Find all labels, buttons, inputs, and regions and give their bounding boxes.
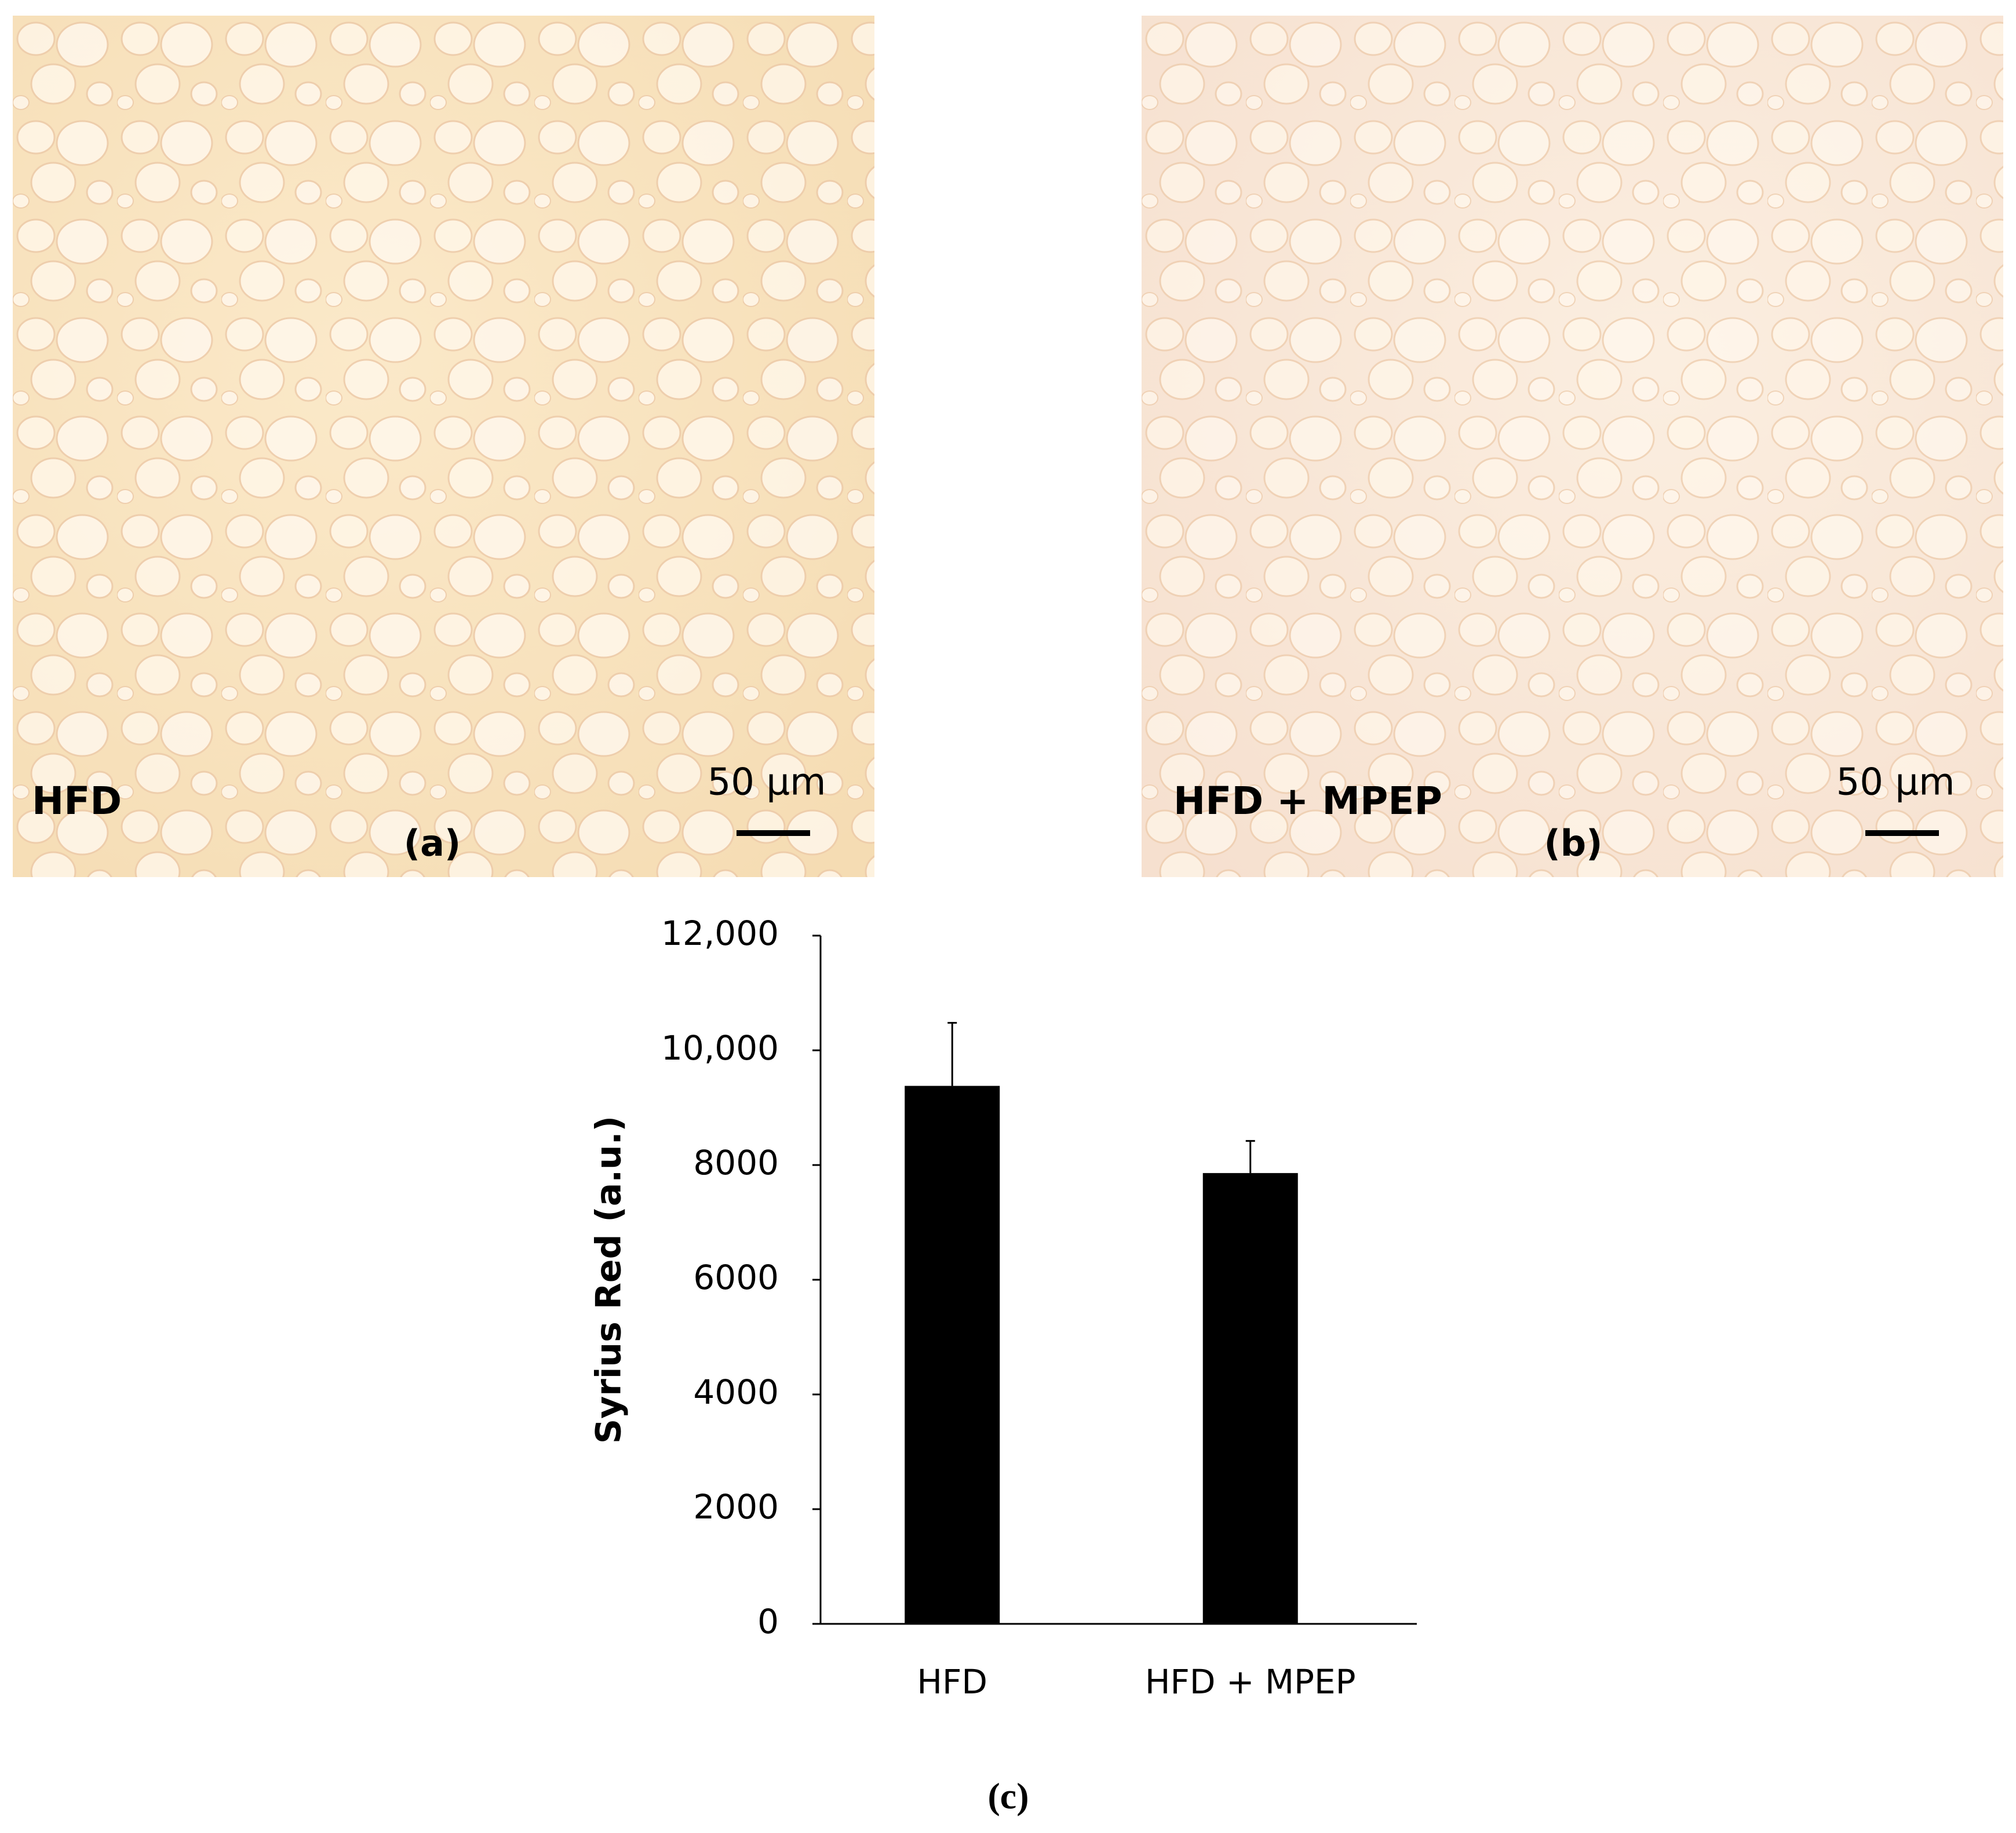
- panel-label: HFD: [32, 779, 122, 823]
- scale-label: 50 µm: [1836, 761, 1955, 804]
- y-tick-label: 4000: [693, 1372, 779, 1412]
- y-tick-label: 6000: [693, 1258, 779, 1297]
- micrograph-texture: [13, 16, 874, 877]
- y-tick-label: 12,000: [661, 914, 779, 953]
- scale-label: 50 µm: [708, 761, 826, 804]
- bar: [1202, 1173, 1298, 1624]
- panel-b: HFD + MPEP (b) 50 µm: [1142, 16, 2003, 877]
- panel-a: HFD (a) 50 µm: [13, 16, 874, 877]
- micrograph-texture: [1142, 16, 2003, 877]
- panel-tag: (b): [1544, 822, 1602, 864]
- y-tick-label: 10,000: [661, 1028, 779, 1068]
- panel-label: HFD + MPEP: [1173, 779, 1442, 823]
- y-tick-label: 0: [757, 1602, 779, 1641]
- y-tick-label: 8000: [693, 1143, 779, 1182]
- bar: [905, 1086, 1000, 1624]
- panel-caption: (c): [987, 1776, 1029, 1817]
- x-tick-label: HFD: [917, 1662, 987, 1701]
- y-tick-label: 2000: [693, 1487, 779, 1527]
- x-tick-label: HFD + MPEP: [1145, 1662, 1356, 1701]
- micrographs: HFD (a) 50 µm HFD + MPEP (b) 50 µm: [13, 16, 2003, 877]
- y-axis-label: Syrius Red (a.u.): [589, 1116, 629, 1444]
- panel-tag: (a): [404, 822, 461, 864]
